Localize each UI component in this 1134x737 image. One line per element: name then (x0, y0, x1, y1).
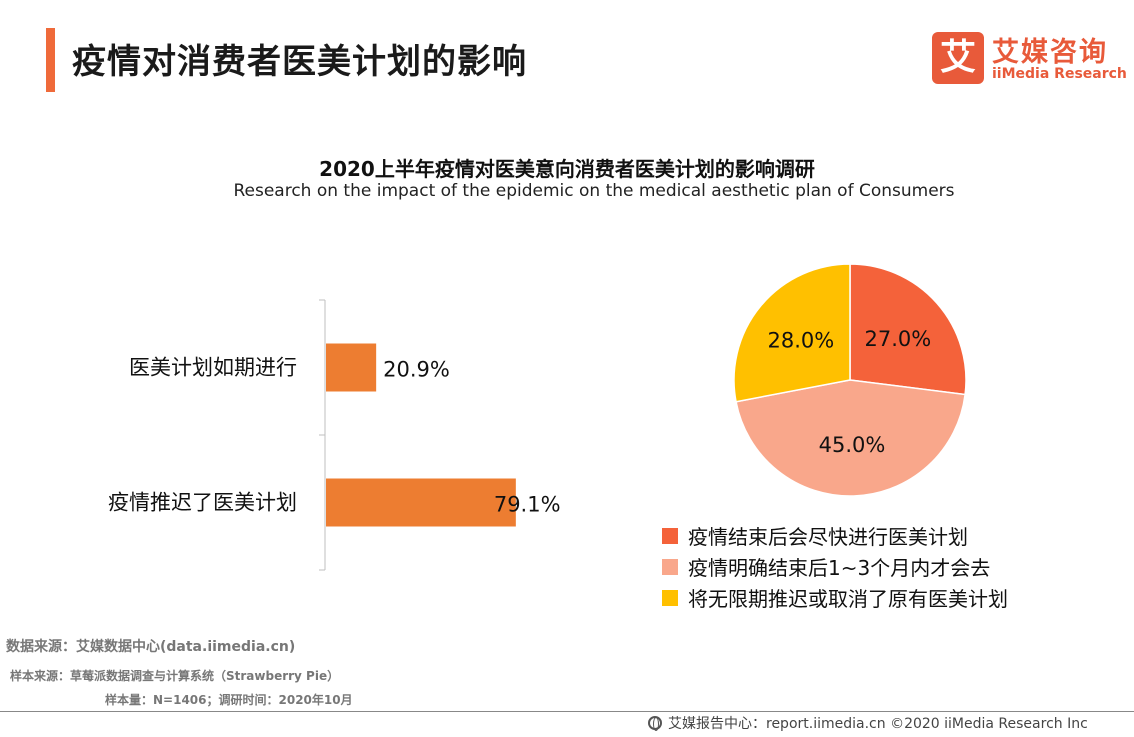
pie-slice (735, 379, 966, 497)
legend-label: 将无限期推迟或取消了原有医美计划 (688, 587, 1008, 611)
pie-value-label: 28.0% (767, 328, 834, 352)
legend-swatch (662, 589, 678, 606)
sample-size: 样本量：N=1406；调研时间：2020年10月 (105, 693, 353, 707)
logo-chinese-text: 艾媒咨询 (992, 37, 1108, 68)
logo-mark-icon: 艾 (932, 32, 984, 84)
legend-swatch (662, 558, 678, 575)
bar-value-label: 79.1% (494, 493, 561, 517)
globe-icon (648, 716, 662, 731)
legend-item: 疫情结束后会尽快进行医美计划 (662, 520, 1008, 551)
pie-value-label: 27.0% (864, 327, 931, 351)
legend-label: 疫情明确结束后1~3个月内才会去 (688, 556, 991, 580)
pie-legend: 疫情结束后会尽快进行医美计划 疫情明确结束后1~3个月内才会去 将无限期推迟或取消了… (662, 520, 1008, 613)
title-accent-bar (46, 28, 55, 92)
footer: 艾媒报告中心：report.iimedia.cn ©2020 iiMedia R… (648, 713, 1088, 733)
footer-divider (0, 711, 1134, 712)
legend-swatch (662, 527, 678, 544)
legend-item: 将无限期推迟或取消了原有医美计划 (662, 582, 1008, 613)
bar-chart: 医美计划如期进行 20.9% 疫情推迟了医美计划 79.1% (108, 299, 561, 571)
bar-value-label: 20.9% (383, 358, 450, 382)
sample-source: 样本来源：草莓派数据调查与计算系统（Strawberry Pie） (10, 669, 340, 683)
bar (326, 478, 516, 527)
pie-slice (849, 263, 967, 396)
pie-value-label: 45.0% (819, 433, 886, 457)
iimedia-logo: 艾 艾媒咨询 iiMedia Research (932, 30, 1127, 88)
chart-subtitle: Research on the impact of the epidemic o… (233, 181, 955, 201)
data-source: 数据来源：艾媒数据中心(data.iimedia.cn) (6, 639, 296, 655)
bar-category-label: 医美计划如期进行 (129, 356, 297, 380)
legend-item: 疫情明确结束后1~3个月内才会去 (662, 551, 1008, 582)
bar (326, 343, 377, 392)
footer-text: 艾媒报告中心：report.iimedia.cn ©2020 iiMedia R… (668, 716, 1088, 732)
chart-title: 2020上半年疫情对医美意向消费者医美计划的影响调研 (319, 157, 815, 181)
logo-english-text: iiMedia Research (992, 66, 1127, 82)
pie-chart: 27.0% 45.0% 28.0% (733, 263, 967, 497)
page-title: 疫情对消费者医美计划的影响 (72, 42, 527, 82)
bar-category-label: 疫情推迟了医美计划 (108, 491, 297, 515)
legend-label: 疫情结束后会尽快进行医美计划 (688, 525, 968, 549)
pie-slice (733, 263, 851, 403)
